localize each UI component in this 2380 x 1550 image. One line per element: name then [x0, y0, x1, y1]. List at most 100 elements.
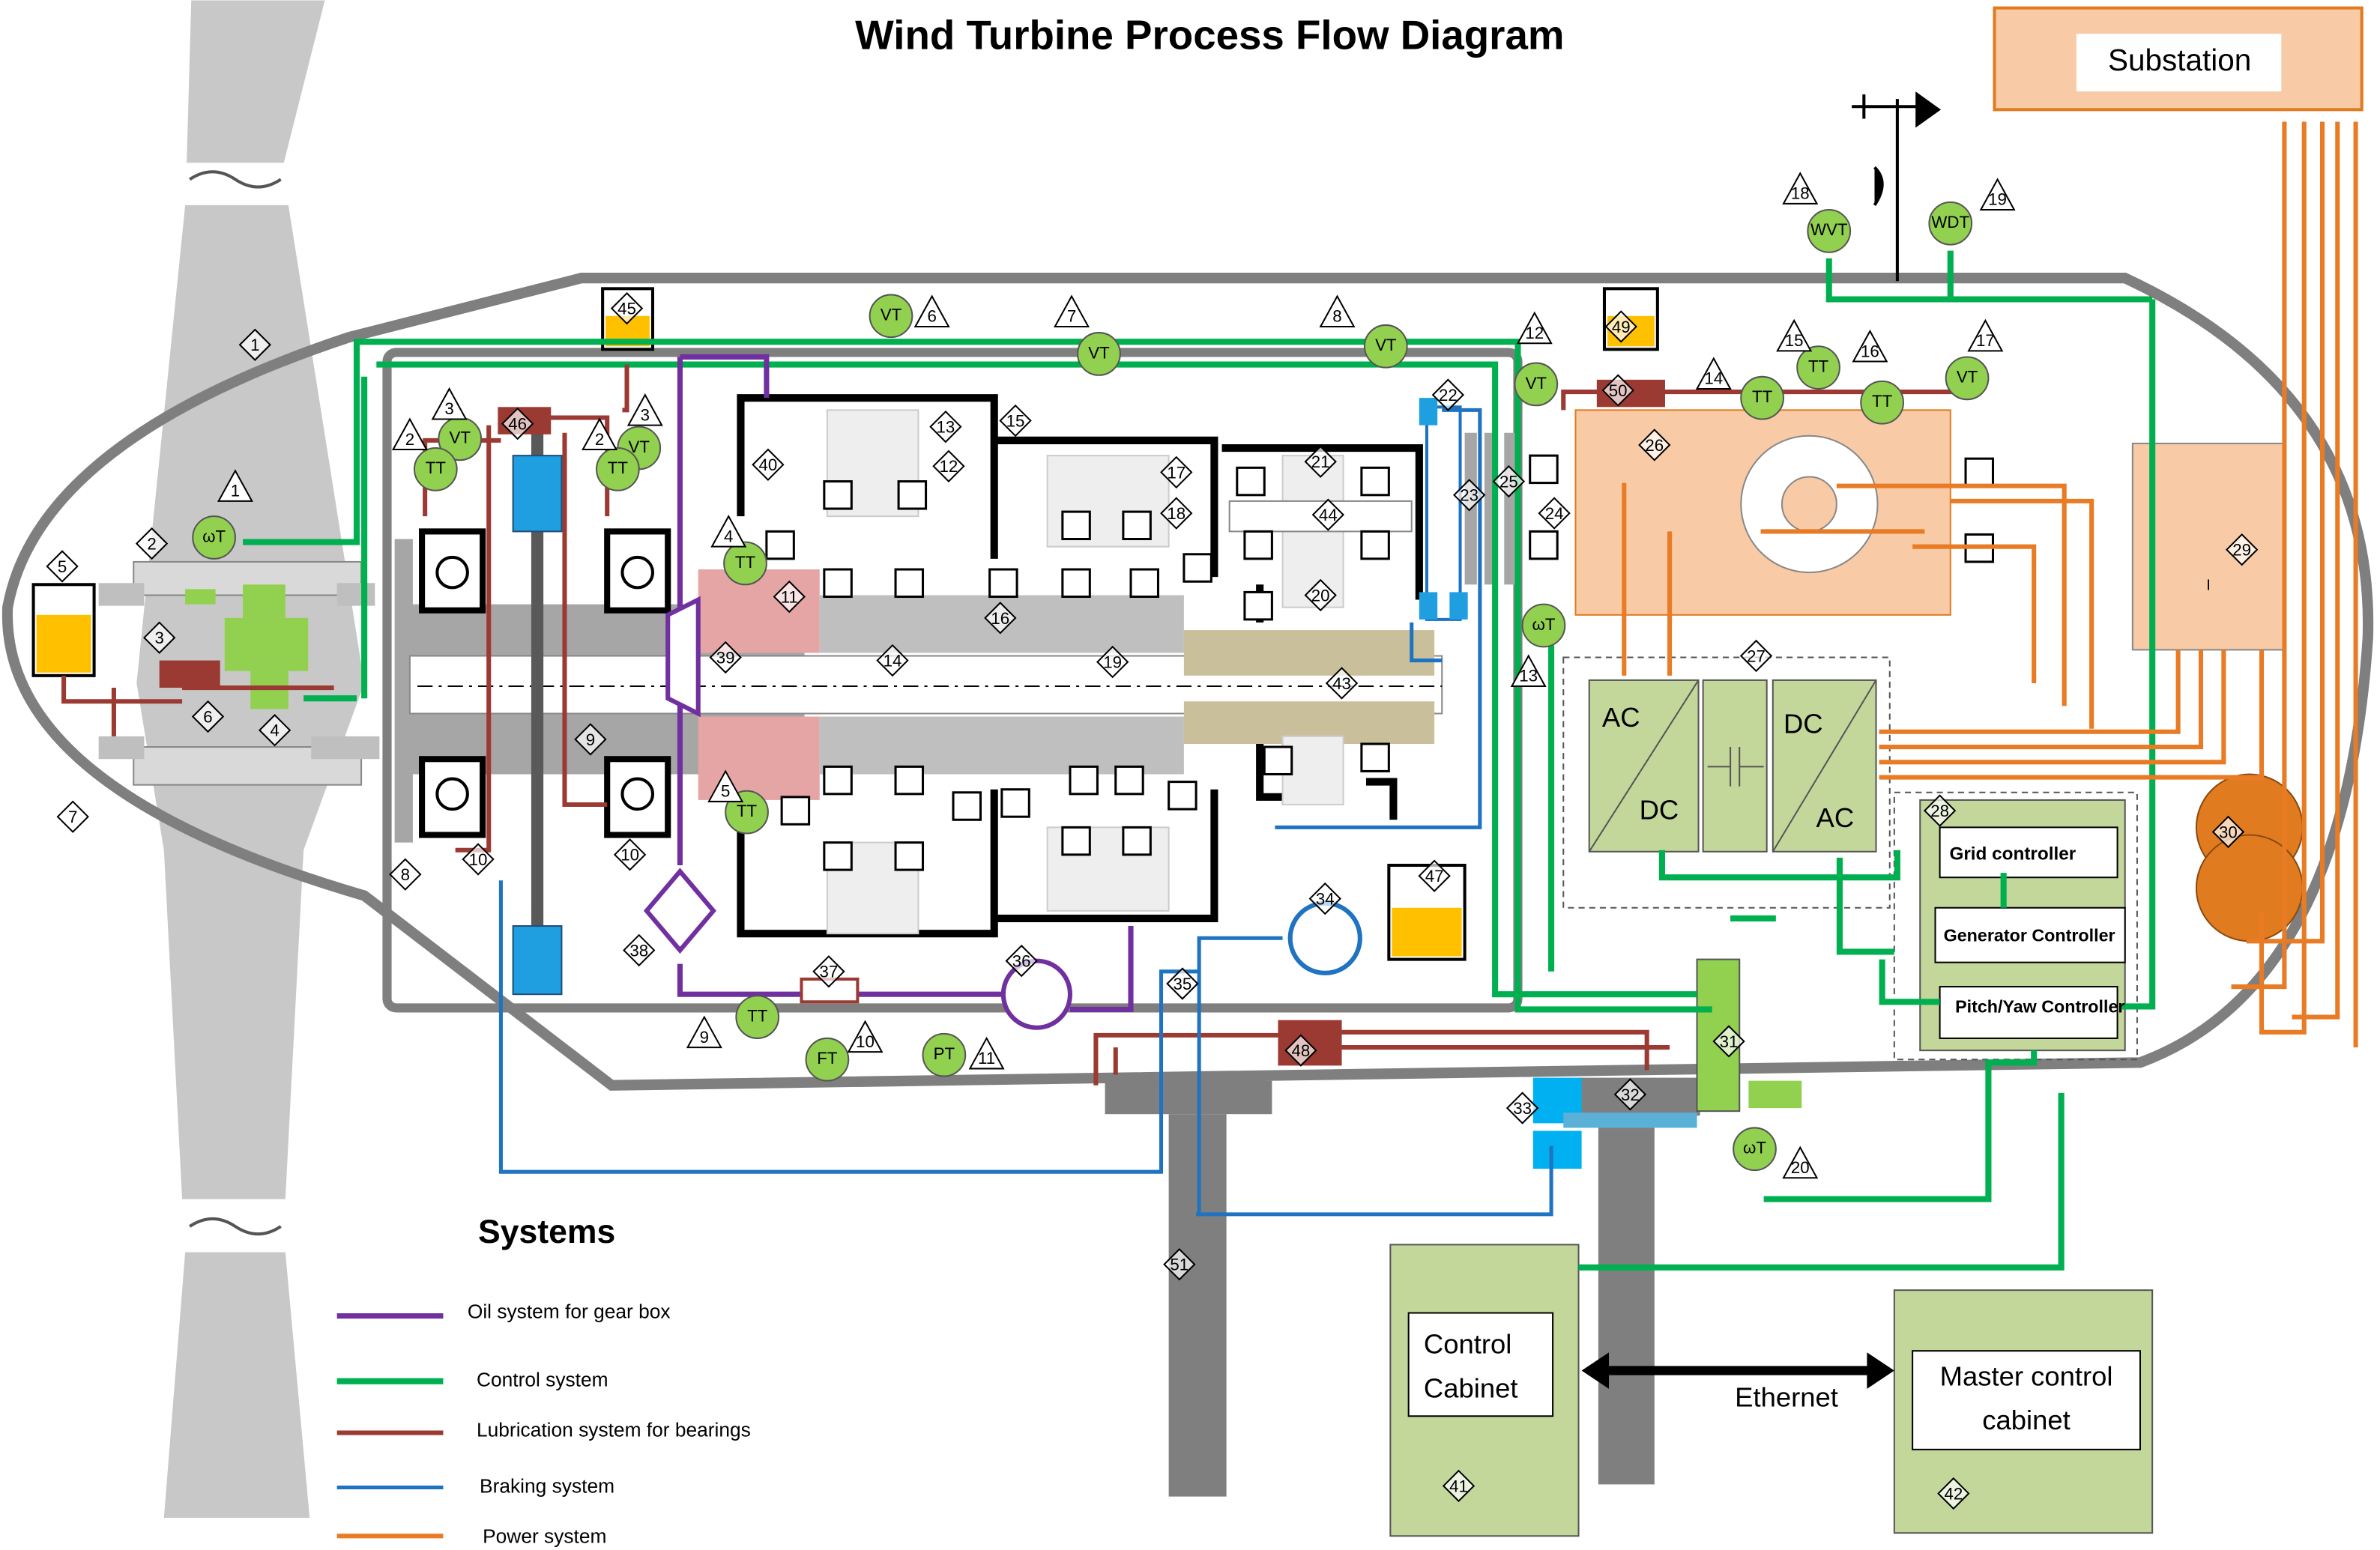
instrument: TT — [596, 448, 639, 491]
marker-number: 7 — [68, 808, 77, 826]
marker-number: 23 — [1460, 486, 1479, 505]
ethernet-label: Ethernet — [1735, 1382, 1838, 1413]
marker-number: 10 — [620, 846, 639, 865]
marker-number: 19 — [1103, 653, 1122, 672]
marker-number: 18 — [1167, 504, 1186, 523]
instrument: FT — [806, 1038, 849, 1081]
marker-number: 21 — [1311, 452, 1330, 471]
marker-number: 11 — [978, 1049, 995, 1068]
instrument: PT — [923, 1034, 966, 1077]
triangle-marker: 14 — [1697, 358, 1731, 389]
diamond-marker: 15 — [1000, 405, 1031, 436]
marker-number: 6 — [927, 307, 936, 326]
instrument-tag: VT — [1088, 343, 1110, 362]
instrument-tag: ωT — [202, 527, 226, 545]
marker-number: 15 — [1785, 331, 1804, 350]
marker-number: 9 — [700, 1028, 709, 1047]
instrument-tag: TT — [735, 553, 756, 572]
instrument-tag: TT — [1872, 392, 1893, 411]
legend-item: Braking system — [480, 1474, 614, 1497]
instrument-tag: PT — [934, 1044, 955, 1063]
marker-number: 10 — [469, 850, 488, 869]
triangle-marker: 20 — [1784, 1148, 1817, 1178]
instrument: VT — [1365, 325, 1407, 368]
triangle-marker: 17 — [1969, 321, 2002, 351]
marker-number: 15 — [1006, 411, 1025, 430]
marker-number: 42 — [1944, 1484, 1963, 1503]
triangle-marker: 16 — [1853, 331, 1887, 362]
converter-label: DC — [1640, 795, 1679, 826]
marker-number: 16 — [991, 609, 1009, 628]
marker-number: 12 — [1525, 324, 1544, 342]
triangle-marker: 19 — [1981, 179, 2014, 210]
marker-number: 51 — [1170, 1256, 1189, 1274]
diamond-marker: 38 — [623, 935, 654, 966]
marker-number: 4 — [724, 527, 733, 545]
control-cabinet-label: Control — [1424, 1329, 1511, 1360]
control-cabinet-label: Cabinet — [1424, 1372, 1518, 1403]
instrument-tag: TT — [608, 458, 629, 477]
marker-number: 12 — [940, 457, 958, 476]
triangle-marker: 11 — [970, 1038, 1003, 1069]
converter-label: DC — [1784, 708, 1823, 739]
marker-number: 35 — [1173, 975, 1191, 993]
marker-number: 49 — [1612, 318, 1631, 336]
instrument: VT — [1078, 333, 1120, 375]
instrument: TT — [736, 996, 779, 1038]
marker-number: 41 — [1449, 1477, 1468, 1495]
diamond-marker: 13 — [931, 411, 961, 442]
marker-number: 32 — [1621, 1086, 1640, 1104]
instrument-tag: VT — [1526, 374, 1547, 393]
marker-number: 30 — [2219, 823, 2238, 841]
marker-number: 45 — [617, 300, 636, 318]
marker-number: 33 — [1513, 1099, 1532, 1118]
triangle-marker: 6 — [915, 296, 949, 327]
marker-number: 14 — [884, 651, 902, 670]
triangle-marker: 2 — [583, 420, 617, 450]
marker-number: 47 — [1425, 867, 1444, 886]
legend-item: Power system — [483, 1525, 606, 1547]
instrument-tag: VT — [1375, 336, 1397, 354]
legend-item: Oil system for gear box — [468, 1300, 671, 1322]
marker-number: 17 — [1976, 331, 1995, 350]
marker-number: 26 — [1645, 436, 1664, 455]
marker-number: 43 — [1332, 674, 1351, 693]
marker-number: 6 — [203, 707, 212, 726]
instrument-tag: WDT — [1931, 213, 1969, 231]
marker-number: 37 — [820, 963, 839, 981]
marker-number: 29 — [2232, 541, 2251, 560]
triangle-marker: 18 — [1784, 173, 1817, 204]
marker-number: 10 — [856, 1032, 875, 1051]
diamond-marker: 27 — [1741, 641, 1772, 671]
triangle-marker: 4 — [712, 516, 746, 547]
diamond-marker: 24 — [1539, 498, 1570, 529]
marker-number: 18 — [1791, 184, 1810, 203]
marker-number: 50 — [1609, 381, 1628, 400]
marker-number: 44 — [1319, 506, 1338, 524]
marker-number: 48 — [1291, 1041, 1310, 1060]
marker-number: 2 — [595, 430, 604, 449]
marker-number: 8 — [401, 865, 410, 884]
diamond-marker: 5 — [47, 551, 78, 582]
marker-number: 13 — [937, 418, 955, 437]
instrument: TT — [724, 542, 767, 585]
instrument-tag: VT — [450, 429, 471, 447]
instrument: WDT — [1929, 202, 1972, 245]
instrument: VT — [870, 294, 913, 337]
marker-number: 27 — [1747, 647, 1766, 665]
marker-number: 8 — [1332, 307, 1341, 326]
grid-controller: Grid controller — [1949, 844, 2076, 864]
wind-vane — [1852, 94, 1938, 281]
instrument-tag: TT — [426, 458, 447, 477]
instrument-tag: ωT — [1743, 1139, 1766, 1157]
diamond-marker: 12 — [934, 451, 964, 482]
master-cabinet-label: Master control — [1940, 1360, 2113, 1391]
marker-number: 5 — [58, 557, 67, 576]
triangle-marker: 7 — [1055, 296, 1089, 327]
marker-number: 20 — [1791, 1158, 1810, 1177]
marker-number: 31 — [1720, 1032, 1739, 1051]
legend-title: Systems — [478, 1214, 615, 1250]
instrument: ωT — [1733, 1127, 1776, 1170]
substation-label: Substation — [2108, 43, 2251, 77]
marker-number: 17 — [1167, 463, 1186, 482]
